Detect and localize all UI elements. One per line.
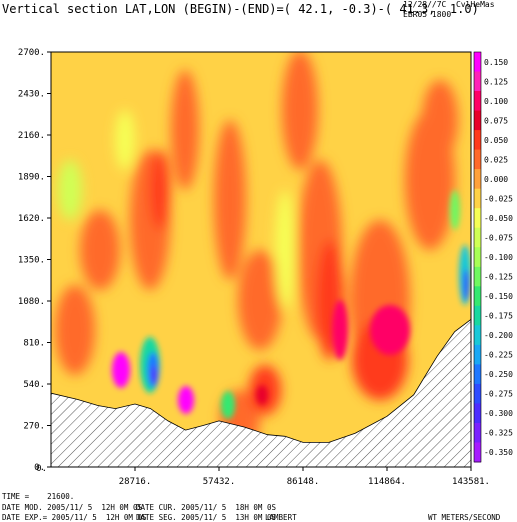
colorbar-label: 0.050 [484,136,508,145]
colorbar-label: -0.275 [484,390,513,399]
terrain-mask [51,318,471,467]
colorbar-swatch [474,52,481,72]
colorbar-swatch [474,423,481,443]
y-tick-label: 1080. [18,297,45,307]
y-tick-label: 2430. [18,90,45,100]
colorbar-swatch [474,130,481,151]
x-tick-label: 114864. [368,477,406,487]
y-tick-label: 2700. [18,48,45,58]
colorbar-swatch [474,325,481,346]
colorbar-label: 0.000 [484,175,508,184]
colorbar-swatch [474,149,481,170]
date-exp: DATE EXP.= 2005/11/ 5 12H 0M 0S [2,513,147,522]
colorbar-swatch [474,364,481,385]
x-tick-label: 143581. [452,477,490,487]
colorbar-swatch [474,383,481,404]
heatmap-field [51,52,471,467]
projection-label: LAMBERT [265,513,297,522]
colorbar-swatch [474,227,481,248]
colorbar-label: 0.025 [484,155,508,164]
colorbar-swatch [474,188,481,209]
colorbar-swatch [474,110,481,131]
colorbar-label: 0.125 [484,77,508,86]
x-tick-label: 86148. [287,477,320,487]
colorbar-label: -0.200 [484,331,513,340]
y-tick-label: 1350. [18,256,45,266]
colorbar-swatch [474,169,481,190]
y-tick-label: 2160. [18,131,45,141]
y-axis: 0. 270. 540. 810. 1080. 1350. 1620. 1890. 2160. 2… [18,48,51,473]
colorbar-label: -0.325 [484,429,513,438]
y-tick-label: 1890. [18,173,45,183]
colorbar-swatch [474,247,481,268]
colorbar-label: -0.025 [484,194,513,203]
y-tick-label: 270. [23,422,45,432]
date-cur: DATE CUR. 2005/11/ 5 18H 0M 0S [136,503,276,512]
colorbar-label: 0.075 [484,116,508,125]
units-label: WT METERS/SECOND [428,513,501,522]
y-tick-label: 0. [34,463,45,473]
x-tick-label: 0. [36,464,47,474]
x-axis: 0. 28716. 57432. 86148. 114864. 143581. [36,464,490,487]
colorbar-swatch [474,71,481,92]
header-date-line-1: 12/28//7C CvlHeMas [403,0,495,9]
x-tick-label: 57432. [203,477,236,487]
colorbar-label: -0.050 [484,214,513,223]
colorbar-label: 0.100 [484,97,508,106]
time-label: TIME = 21600. [2,492,75,501]
colorbar-swatch [474,91,481,111]
colorbar-frame [473,51,482,463]
colorbar-label: -0.175 [484,312,513,321]
colorbar-swatch [474,266,481,287]
y-tick-label: 810. [23,339,45,349]
colorbar-swatch [474,344,481,365]
y-tick-label: 1620. [18,214,45,224]
colorbar-label: -0.125 [484,273,513,282]
header-date-line-2: EBR05 1800 [403,10,452,19]
y-tick-label: 540. [23,380,45,390]
colorbar-label: -0.350 [484,448,513,457]
date-seg: DATE SEG. 2005/11/ 5 13H 0M 0S [136,513,276,522]
x-tick-label: 28716. [119,477,152,487]
chart-title: Vertical section LAT,LON (BEGIN)-(END)=(… [2,2,479,16]
colorbar-swatch [474,286,481,307]
colorbar-label: 0.150 [484,58,508,67]
colorbar: 0.150 0.125 0.100 0.075 0.050 0.025 0.000 -0.02… [473,51,513,463]
colorbar-label: -0.100 [484,253,513,262]
colorbar-label: -0.300 [484,409,513,418]
colorbar-swatch [474,208,481,229]
colorbar-label: -0.250 [484,370,513,379]
colorbar-label: -0.075 [484,234,513,243]
colorbar-swatch [474,403,481,424]
colorbar-swatch [474,305,481,326]
date-mod: DATE MOD. 2005/11/ 5 12H 0M 0S [2,503,142,512]
colorbar-label: -0.150 [484,292,513,301]
colorbar-swatch [474,442,481,463]
colorbar-label: -0.225 [484,351,513,360]
